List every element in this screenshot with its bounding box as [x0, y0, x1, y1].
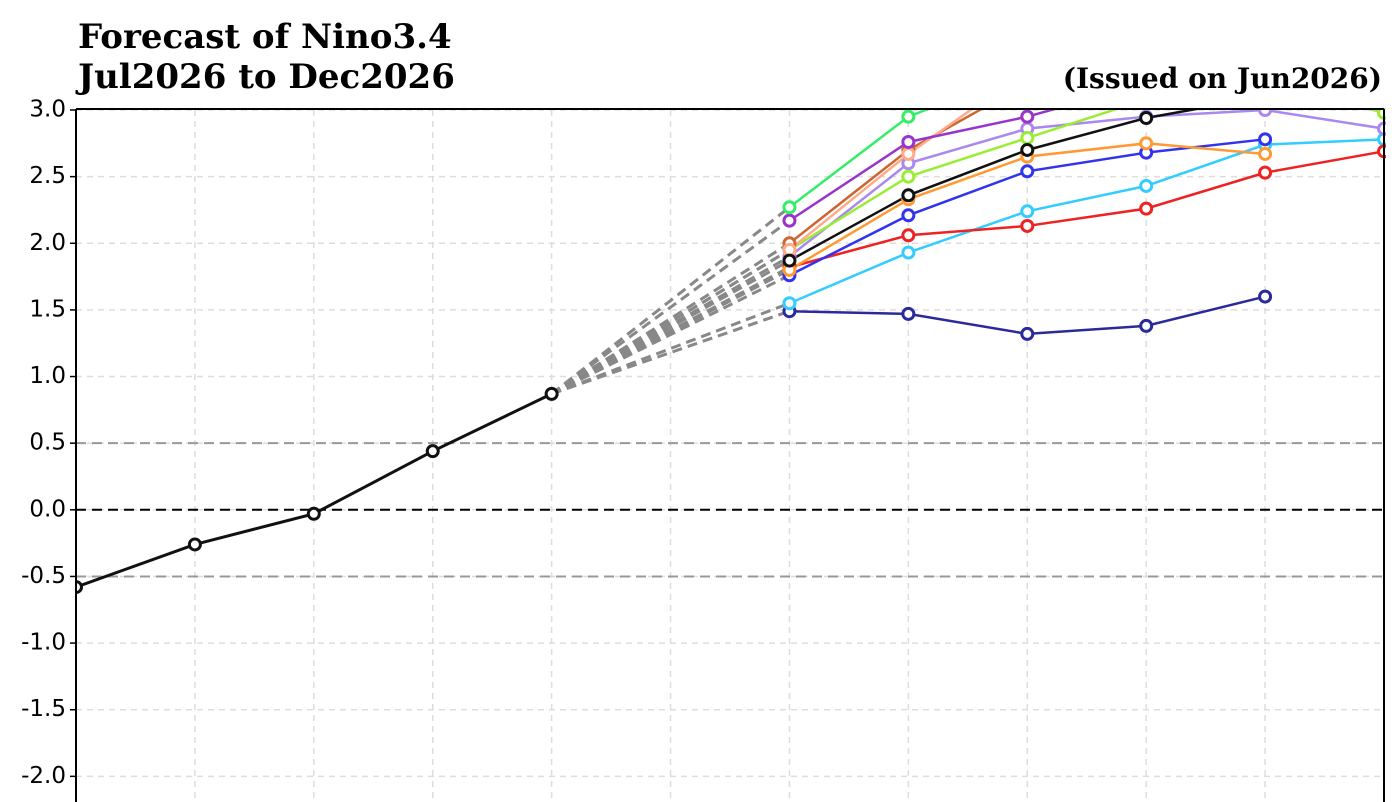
issued-annotation: (Issued on Jun2026): [1063, 62, 1382, 95]
y-tick-label: 1.0: [29, 363, 66, 389]
data-point: [1022, 65, 1033, 76]
data-point: [1020, 204, 1035, 219]
chart-subtitle: Jul2026 to Dec2026: [75, 57, 455, 97]
y-tick-label: -2.0: [21, 763, 66, 789]
data-point: [1020, 326, 1035, 341]
y-tick-label: 2.0: [29, 230, 66, 256]
series-line: [788, 108, 1385, 251]
data-point: [187, 537, 202, 552]
y-tick-label: 2.5: [29, 163, 66, 189]
y-tick-labels: 3.0 2.5 2.0 1.5 1.0 0.5 0.0 -0.5 -1.0 -1.5 -2.0: [21, 97, 76, 789]
data-point: [901, 109, 916, 124]
data-point: [1139, 178, 1154, 193]
data-point: [1020, 109, 1035, 124]
y-tick-label: 1.5: [29, 296, 66, 322]
data-point: [901, 169, 916, 184]
data-point: [782, 296, 797, 311]
data-point: [76, 580, 83, 595]
data-point: [901, 306, 916, 321]
plot-area: [76, 65, 1386, 595]
data-point: [901, 188, 916, 203]
y-tick-label: -0.5: [21, 563, 66, 589]
data-point: [1139, 136, 1154, 151]
data-point: [1139, 110, 1154, 125]
data-point: [1020, 130, 1035, 145]
data-point: [782, 253, 797, 268]
data-point: [1258, 146, 1273, 161]
series-line: [788, 138, 1385, 305]
data-point: [1139, 318, 1154, 333]
y-tick-label: 0.0: [29, 496, 66, 522]
y-tick-label: 3.0: [29, 97, 66, 123]
data-point: [306, 506, 321, 521]
forecast-connector: [550, 268, 791, 396]
data-point: [1020, 218, 1035, 233]
chart-title: Forecast of Nino3.4: [78, 17, 452, 57]
forecast-connector: [551, 301, 790, 396]
series-line: [788, 108, 1385, 258]
forecast-connector: [550, 255, 791, 396]
data-point: [1258, 132, 1273, 147]
grid: [76, 109, 1384, 802]
data-point: [901, 228, 916, 243]
data-point: [1258, 289, 1273, 304]
data-point: [425, 444, 440, 459]
series-line: [789, 150, 1385, 269]
data-point: [544, 386, 559, 401]
data-point: [1139, 201, 1154, 216]
forecast-connector: [550, 219, 791, 396]
data-point: [901, 134, 916, 149]
data-point: [782, 213, 797, 228]
data-point: [1022, 65, 1033, 76]
data-point: [1020, 164, 1035, 179]
series-line: [788, 108, 1063, 222]
forecast-connector: [550, 206, 791, 396]
data-point: [901, 208, 916, 223]
y-tick-label: -1.0: [21, 630, 66, 656]
data-point: [1022, 78, 1033, 89]
forecast-connector: [550, 273, 791, 396]
data-point: [901, 146, 916, 161]
forecast-connector: [550, 259, 791, 396]
data-point: [1020, 142, 1035, 157]
forecast-connector: [550, 248, 791, 396]
y-tick-label: 0.5: [29, 430, 66, 456]
data-point: [901, 245, 916, 260]
data-point: [782, 200, 797, 215]
data-point: [1141, 94, 1152, 105]
y-tick-label: -1.5: [21, 696, 66, 722]
data-point: [1258, 165, 1273, 180]
